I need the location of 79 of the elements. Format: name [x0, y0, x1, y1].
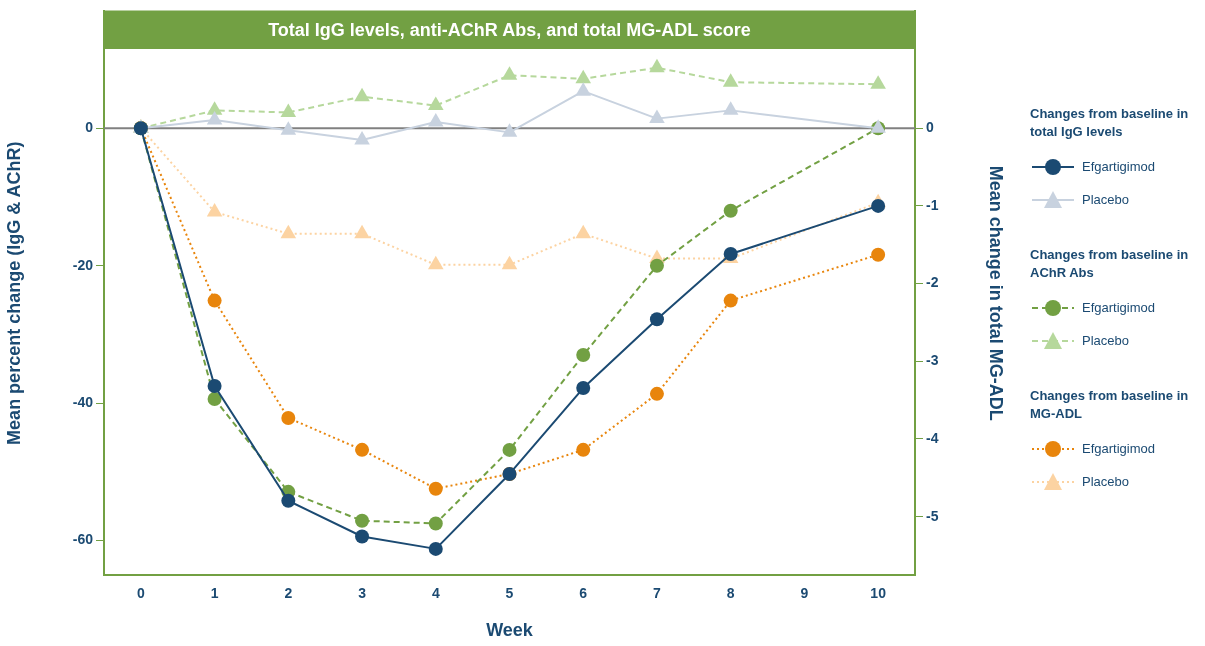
point [355, 529, 370, 544]
point [281, 493, 296, 508]
point [723, 203, 738, 218]
point [575, 82, 592, 96]
point [502, 442, 517, 457]
point [281, 410, 296, 425]
x-tick-label: 2 [284, 585, 293, 602]
title-banner: Total IgG levels, anti-AChR Abs, and total MG-ADL score [105, 12, 914, 50]
y-tick-label: -60 [72, 531, 94, 548]
point [206, 202, 223, 217]
text: Changes from baseline in MG-ADL [1030, 387, 1190, 423]
point [280, 224, 297, 239]
point [722, 73, 739, 87]
point [207, 293, 222, 308]
point [207, 378, 222, 393]
text: Changes from baseline in total IgG levels [1030, 105, 1190, 141]
x-tick-label: 8 [726, 585, 735, 602]
point [649, 258, 664, 273]
point [649, 58, 665, 73]
point [649, 312, 664, 327]
x-tick-label: 3 [358, 585, 367, 602]
point [501, 255, 518, 270]
legend-label: Efgartigimod [1082, 159, 1155, 175]
y-tick-label: -40 [72, 394, 94, 411]
y-tick-label: -20 [72, 256, 94, 273]
point [576, 348, 591, 363]
x-tick-label: 6 [579, 585, 588, 602]
point [354, 224, 370, 239]
x-tick-label: 10 [870, 585, 887, 602]
point [354, 130, 370, 145]
point [575, 69, 592, 84]
point [428, 481, 443, 496]
legend-label: Placebo [1082, 192, 1129, 208]
legend-label: Efgartigimod [1082, 441, 1155, 457]
point [355, 442, 370, 457]
legend-label: Placebo [1082, 333, 1129, 349]
point [871, 198, 886, 213]
point [427, 96, 444, 111]
y2-tick-label: -3 [926, 352, 939, 369]
point [428, 516, 443, 531]
point [575, 224, 592, 239]
point [280, 103, 297, 117]
text: Changes from baseline in AChR Abs [1030, 246, 1190, 282]
point [207, 392, 222, 407]
point [870, 75, 886, 89]
x-tick-label: 9 [800, 585, 809, 602]
x-tick-label: 0 [136, 585, 145, 602]
point [649, 386, 664, 401]
y2-tick-label: 0 [926, 118, 934, 135]
point [354, 87, 370, 102]
y2-tick-label: -4 [926, 429, 939, 446]
x-axis-title: Week [486, 620, 534, 641]
point [871, 247, 886, 262]
point [501, 66, 518, 80]
x-tick-label: 1 [210, 585, 219, 602]
point [722, 101, 739, 115]
y2-tick-label: -5 [926, 507, 939, 524]
point [355, 513, 370, 528]
point [427, 255, 444, 270]
legend-label: Efgartigimod [1082, 300, 1155, 316]
legend-label: Placebo [1082, 474, 1129, 490]
point [280, 121, 297, 135]
x-tick-label: 5 [505, 585, 514, 602]
point [649, 109, 665, 124]
y2-tick-label: -1 [926, 196, 939, 213]
point [576, 442, 591, 457]
point [428, 541, 443, 556]
y2-axis-title: Mean change in total MG-ADL [986, 165, 1007, 421]
point [427, 113, 444, 127]
x-tick-label: 4 [431, 585, 440, 602]
x-tick-label: 7 [653, 585, 662, 602]
y-axis-title: Mean percent change (IgG & AChR) [3, 141, 24, 445]
point [206, 101, 223, 115]
y-tick-label: 0 [85, 119, 94, 136]
point [501, 123, 518, 137]
y2-tick-label: -2 [926, 274, 939, 291]
point [206, 111, 223, 125]
point [576, 381, 591, 396]
point [723, 293, 738, 308]
